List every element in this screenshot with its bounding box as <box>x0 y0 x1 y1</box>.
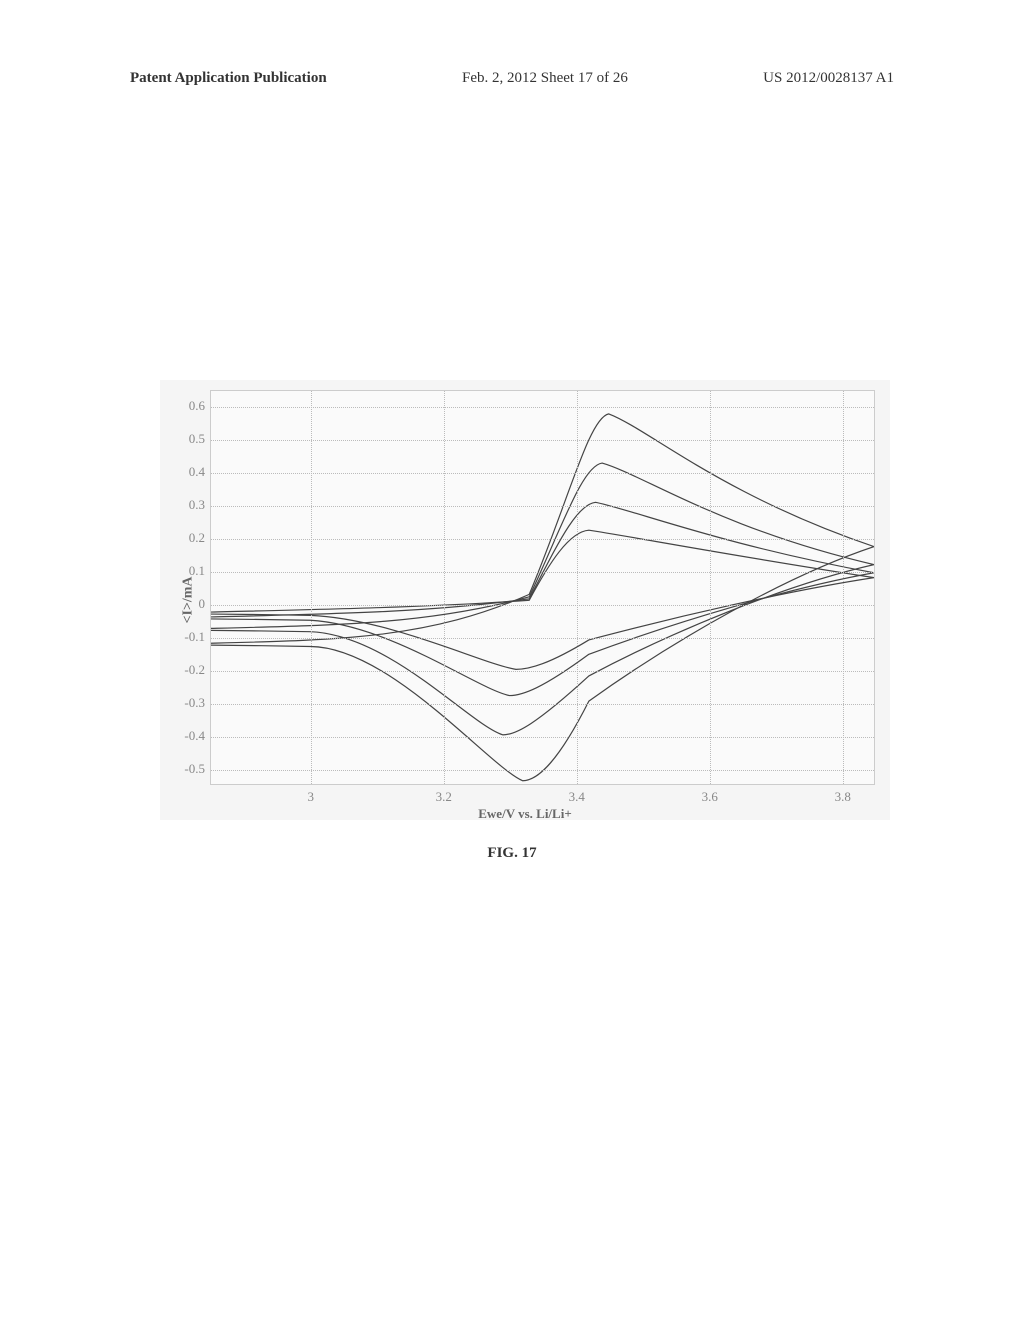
figure-caption: FIG. 17 <box>0 845 1024 862</box>
grid-line-vertical <box>710 391 711 784</box>
y-tick-label: 0.6 <box>180 398 205 414</box>
x-tick-label: 3.2 <box>436 789 452 805</box>
y-tick-label: 0.5 <box>180 431 205 447</box>
y-tick-label: -0.1 <box>180 629 205 645</box>
x-tick-label: 3.4 <box>569 789 585 805</box>
grid-line-vertical <box>577 391 578 784</box>
grid-line-vertical <box>311 391 312 784</box>
grid-line-vertical <box>444 391 445 784</box>
y-tick-label: -0.5 <box>180 761 205 777</box>
y-tick-label: 0.1 <box>180 563 205 579</box>
x-axis-label: Ewe/V vs. Li/Li+ <box>478 806 572 822</box>
y-tick-label: 0.2 <box>180 530 205 546</box>
y-tick-label: 0 <box>180 596 205 612</box>
y-tick-label: -0.4 <box>180 728 205 744</box>
y-tick-label: 0.4 <box>180 464 205 480</box>
cv-chart: <I>/mA 33.23.43.63.8 Ewe/V vs. Li/Li+ -0… <box>160 380 890 820</box>
y-tick-label: -0.2 <box>180 662 205 678</box>
page-header: Patent Application Publication Feb. 2, 2… <box>0 70 1024 87</box>
y-tick-label: 0.3 <box>180 497 205 513</box>
x-tick-label: 3.8 <box>835 789 851 805</box>
plot-area: 33.23.43.63.8 <box>210 390 875 785</box>
grid-line-vertical <box>843 391 844 784</box>
header-publication-type: Patent Application Publication <box>130 70 327 87</box>
header-patent-number: US 2012/0028137 A1 <box>763 70 894 87</box>
x-tick-label: 3 <box>308 789 315 805</box>
header-date-sheet: Feb. 2, 2012 Sheet 17 of 26 <box>462 70 628 87</box>
x-tick-label: 3.6 <box>702 789 718 805</box>
y-tick-label: -0.3 <box>180 695 205 711</box>
